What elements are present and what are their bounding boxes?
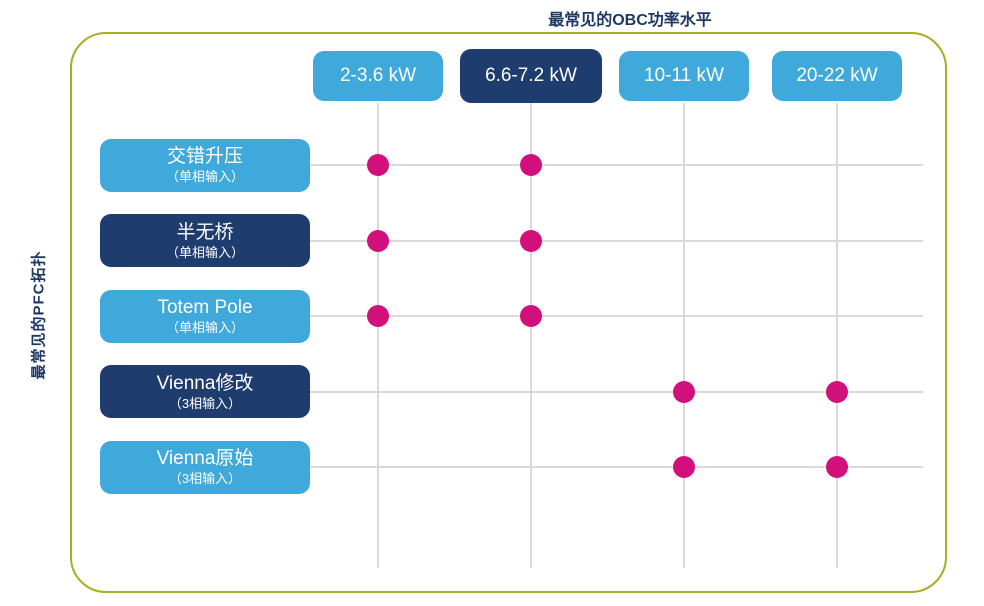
- data-dot: [520, 305, 542, 327]
- row-sub-label: （3相输入）: [168, 395, 242, 411]
- column-gridline: [836, 103, 838, 568]
- column-gridline: [377, 103, 379, 568]
- row-label-pill: Totem Pole （单相输入）: [100, 289, 310, 343]
- y-axis-label: 最常见的PFC拓扑: [30, 250, 48, 380]
- row-main-label: Vienna修改: [156, 372, 254, 394]
- column-header-pill: 6.6-7.2 kW: [460, 49, 602, 103]
- row-label-pill: 半无桥 （单相输入）: [100, 214, 310, 267]
- row-main-label: 半无桥: [176, 221, 234, 243]
- data-dot: [367, 229, 389, 252]
- column-header-pill: 2-3.6 kW: [313, 51, 443, 101]
- data-dot: [826, 456, 848, 478]
- row-gridline: [310, 466, 923, 468]
- data-dot: [673, 380, 695, 403]
- row-label-pill: Vienna修改 （3相输入）: [100, 365, 310, 418]
- column-header-label: 6.6-7.2 kW: [485, 65, 577, 86]
- chart-title: 最常见的OBC功率水平: [548, 12, 712, 29]
- row-label-pill: 交错升压 （单相输入）: [100, 138, 310, 192]
- column-header-pill: 20-22 kW: [772, 51, 902, 101]
- column-gridline: [683, 103, 685, 568]
- data-dot: [520, 154, 542, 176]
- column-header-label: 20-22 kW: [796, 65, 878, 86]
- row-main-label: Totem Pole: [157, 297, 253, 318]
- row-gridline: [310, 239, 923, 242]
- data-dot: [367, 305, 389, 327]
- row-gridline: [310, 390, 923, 393]
- data-dot: [673, 456, 695, 478]
- data-dot: [520, 229, 542, 252]
- column-header-label: 2-3.6 kW: [339, 65, 417, 86]
- data-dot: [826, 380, 848, 403]
- row-sub-label: （3相输入）: [168, 471, 242, 486]
- row-sub-label: （单相输入）: [165, 169, 244, 184]
- data-dot: [367, 154, 389, 176]
- row-gridline: [310, 315, 923, 317]
- row-sub-label: （单相输入）: [165, 244, 244, 260]
- column-gridline: [530, 103, 532, 568]
- row-main-label: 交错升压: [166, 146, 243, 167]
- column-header-pill: 10-11 kW: [619, 51, 749, 101]
- row-label-pill: Vienna原始 （3相输入）: [100, 440, 310, 494]
- row-sub-label: （单相输入）: [165, 320, 244, 335]
- row-gridline: [310, 164, 923, 166]
- column-header-label: 10-11 kW: [644, 65, 724, 86]
- row-main-label: Vienna原始: [156, 448, 254, 469]
